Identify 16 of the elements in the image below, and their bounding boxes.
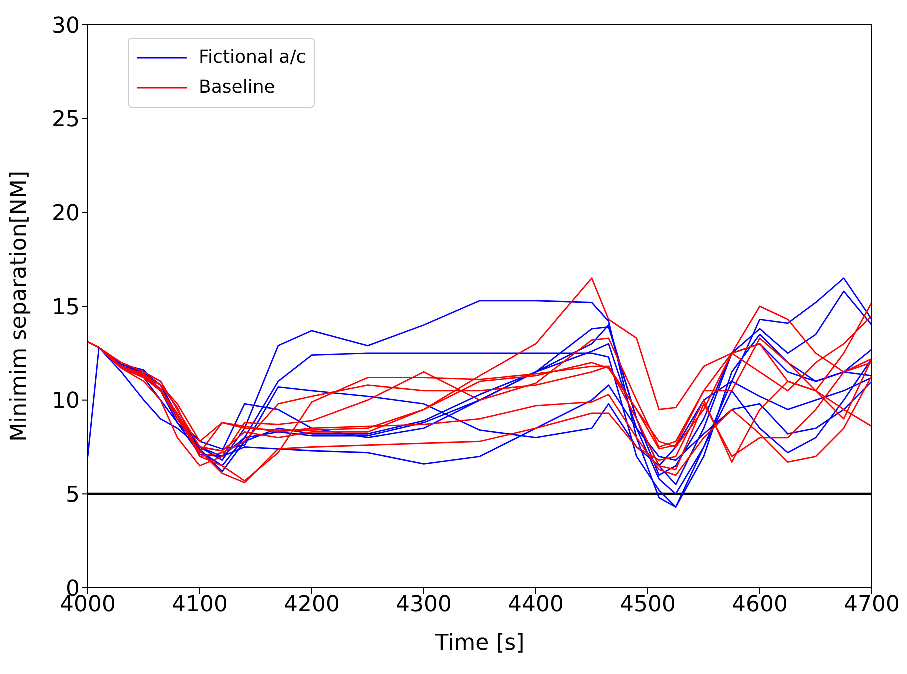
- y-tick-label: 15: [52, 295, 80, 320]
- x-axis-title: Time [s]: [434, 631, 525, 656]
- legend-label: Baseline: [199, 76, 276, 100]
- y-tick-label: 25: [52, 108, 80, 133]
- y-axis-title: Minimim separation[NM]: [6, 171, 32, 442]
- legend-label: Fictional a/c: [199, 46, 306, 70]
- x-tick-label: 4400: [508, 592, 564, 618]
- y-tick-label: 10: [52, 389, 80, 414]
- y-tick-label: 5: [66, 482, 80, 508]
- y-tick-label: 20: [52, 201, 80, 226]
- x-tick-label: 4600: [732, 592, 788, 618]
- x-tick-label: 4500: [620, 592, 676, 618]
- y-tick-label: 30: [52, 14, 80, 39]
- x-tick-label: 4200: [284, 592, 340, 618]
- x-tick-label: 4300: [396, 592, 452, 618]
- x-tick-label: 4100: [172, 592, 228, 618]
